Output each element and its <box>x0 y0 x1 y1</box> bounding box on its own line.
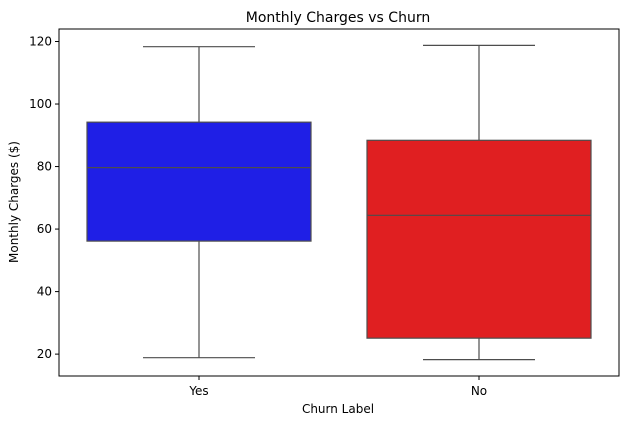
chart-title: Monthly Charges vs Churn <box>246 10 430 26</box>
y-axis-label: Monthly Charges ($) <box>7 141 21 263</box>
plot-area: 20 40 60 80 100 120 Yes No <box>29 28 620 398</box>
y-tick-label: 120 <box>29 35 52 49</box>
plot-frame <box>58 28 620 377</box>
y-tick-label: 40 <box>37 285 52 299</box>
y-tick-label: 60 <box>37 222 52 236</box>
x-axis-label: Churn Label <box>302 402 374 416</box>
box-yes-body <box>86 121 312 242</box>
y-tick-label: 80 <box>37 160 52 174</box>
x-tick-label: No <box>471 384 487 398</box>
y-tick-label: 20 <box>37 347 52 361</box>
box-no-body <box>366 139 592 339</box>
x-tick-label: Yes <box>188 384 208 398</box>
y-tick-label: 100 <box>29 97 52 111</box>
